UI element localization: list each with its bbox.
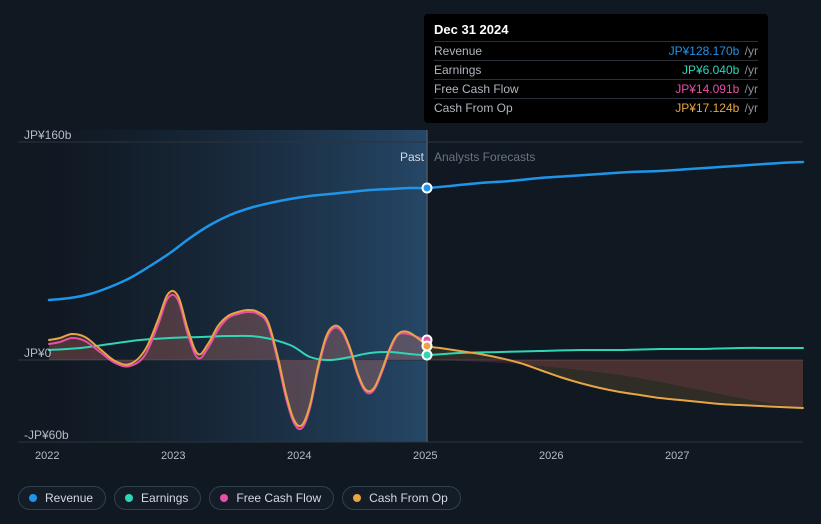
legend-item-fcf[interactable]: Free Cash Flow	[209, 486, 334, 510]
y-axis-label: -JP¥60b	[24, 428, 69, 442]
legend-item-revenue[interactable]: Revenue	[18, 486, 106, 510]
tooltip-row-label: Free Cash Flow	[434, 82, 519, 96]
legend-item-cfo[interactable]: Cash From Op	[342, 486, 461, 510]
forecast-label: Analysts Forecasts	[434, 150, 535, 164]
legend-item-label: Free Cash Flow	[236, 491, 321, 505]
tooltip-row-amount: JP¥128.170b	[669, 44, 740, 58]
tooltip-date: Dec 31 2024	[434, 22, 758, 37]
y-axis-label: JP¥160b	[24, 128, 71, 142]
tooltip-row: Free Cash Flow JP¥14.091b /yr	[434, 79, 758, 98]
legend-item-label: Revenue	[45, 491, 93, 505]
marker-dot	[423, 342, 432, 351]
x-axis-label: 2025	[413, 450, 437, 462]
y-axis-label: JP¥0	[24, 346, 51, 360]
tooltip-row-amount: JP¥6.040b	[682, 63, 739, 77]
legend-item-label: Earnings	[141, 491, 188, 505]
x-axis-label: 2026	[539, 450, 563, 462]
legend-dot-icon	[353, 494, 361, 502]
marker-dot	[423, 184, 432, 193]
x-axis-label: 2023	[161, 450, 185, 462]
tooltip-row-value: JP¥6.040b /yr	[682, 63, 758, 77]
chart-tooltip: Dec 31 2024 RevenueJP¥128.170b /yrEarnin…	[424, 14, 768, 123]
tooltip-row-amount: JP¥17.124b	[675, 101, 739, 115]
tooltip-row: Revenue JP¥128.170b /yr	[434, 41, 758, 60]
past-label: Past	[400, 150, 424, 164]
x-axis-label: 2022	[35, 450, 59, 462]
tooltip-row-value: JP¥14.091b /yr	[675, 82, 758, 96]
tooltip-row-value: JP¥17.124b /yr	[675, 101, 758, 115]
tooltip-row-value: JP¥128.170b /yr	[669, 44, 758, 58]
tooltip-row-unit: /yr	[741, 63, 758, 77]
tooltip-row: Cash From Op JP¥17.124b /yr	[434, 98, 758, 117]
legend-dot-icon	[125, 494, 133, 502]
legend-dot-icon	[29, 494, 37, 502]
tooltip-row: Earnings JP¥6.040b /yr	[434, 60, 758, 79]
financial-forecast-chart: Dec 31 2024 RevenueJP¥128.170b /yrEarnin…	[0, 0, 821, 524]
legend-item-label: Cash From Op	[369, 491, 448, 505]
legend-dot-icon	[220, 494, 228, 502]
legend-item-earnings[interactable]: Earnings	[114, 486, 201, 510]
x-axis-label: 2027	[665, 450, 689, 462]
x-axis-label: 2024	[287, 450, 311, 462]
tooltip-row-amount: JP¥14.091b	[675, 82, 739, 96]
marker-dot	[423, 351, 432, 360]
tooltip-row-unit: /yr	[741, 44, 758, 58]
tooltip-row-unit: /yr	[741, 82, 758, 96]
tooltip-row-label: Cash From Op	[434, 101, 513, 115]
tooltip-row-unit: /yr	[741, 101, 758, 115]
tooltip-row-label: Revenue	[434, 44, 482, 58]
tooltip-row-label: Earnings	[434, 63, 481, 77]
chart-legend: Revenue Earnings Free Cash Flow Cash From O…	[18, 486, 461, 510]
